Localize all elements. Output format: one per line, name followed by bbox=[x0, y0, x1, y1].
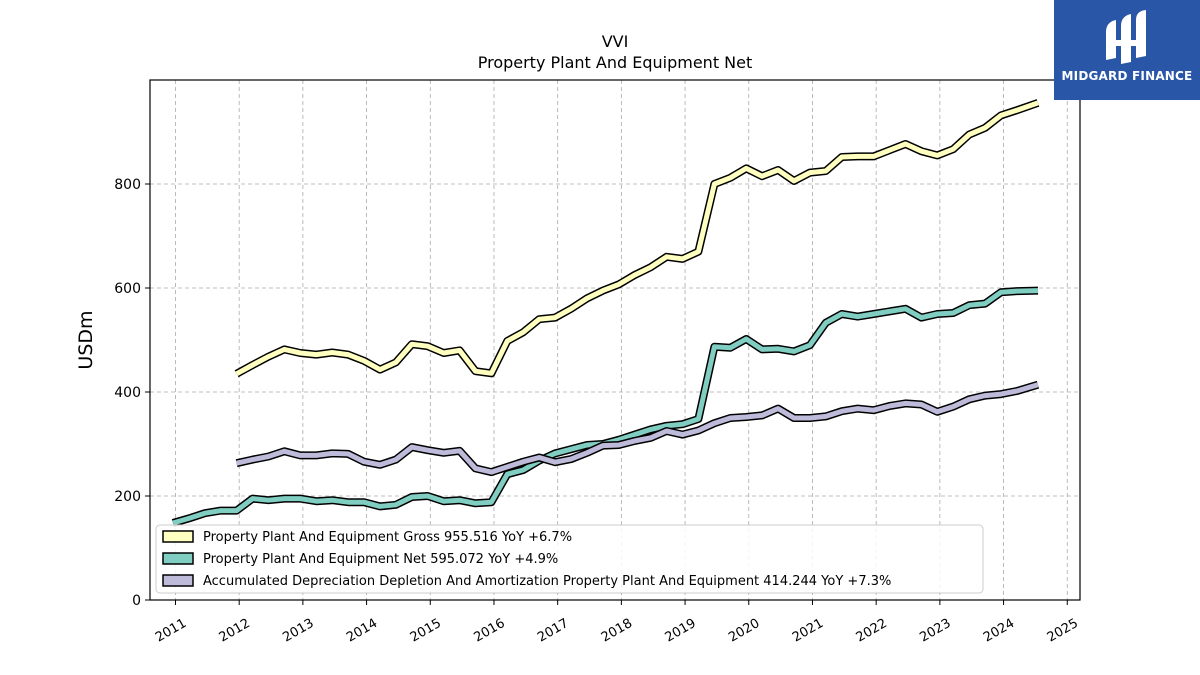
x-tick-label: 2023 bbox=[917, 616, 953, 646]
x-tick-label: 2012 bbox=[217, 616, 253, 646]
series-line bbox=[235, 100, 1039, 376]
series-gross bbox=[234, 99, 1040, 378]
legend: Property Plant And Equipment Gross 955.5… bbox=[155, 524, 984, 594]
legend-swatch-depreciation bbox=[162, 574, 194, 587]
x-tick-label: 2018 bbox=[599, 616, 635, 646]
logo-icon bbox=[1106, 10, 1146, 64]
x-tick-label: 2011 bbox=[153, 616, 189, 646]
legend-swatch-net bbox=[162, 552, 194, 565]
legend-swatch-gross bbox=[162, 530, 194, 543]
x-tick-label: 2013 bbox=[280, 616, 316, 646]
y-tick-label: 800 bbox=[114, 177, 141, 193]
logo: MIDGARD FINANCE bbox=[1054, 0, 1200, 100]
legend-label-depreciation: Accumulated Depreciation Depletion And A… bbox=[203, 574, 891, 589]
chart-subtitle: Property Plant And Equipment Net bbox=[478, 53, 753, 72]
legend-label-net: Property Plant And Equipment Net 595.072… bbox=[203, 552, 558, 567]
x-tick-label: 2025 bbox=[1045, 616, 1081, 646]
x-tick-label: 2024 bbox=[981, 616, 1017, 646]
x-tick-label: 2016 bbox=[471, 616, 507, 646]
plot-frame bbox=[149, 79, 1081, 601]
y-axis-label: USDm bbox=[75, 310, 97, 369]
logo-text: MIDGARD FINANCE bbox=[1061, 69, 1193, 83]
series-layer bbox=[171, 99, 1040, 527]
x-tick-label: 2015 bbox=[408, 616, 444, 646]
x-tick-label: 2022 bbox=[854, 616, 890, 646]
y-tick-label: 200 bbox=[114, 489, 141, 505]
chart-title: VVI bbox=[602, 32, 629, 51]
x-tick-label: 2019 bbox=[663, 616, 699, 646]
legend-item-net: Property Plant And Equipment Net 595.072… bbox=[162, 552, 558, 567]
x-tick-label: 2020 bbox=[726, 616, 762, 646]
y-tick-label: 400 bbox=[114, 385, 141, 401]
x-tick-label: 2014 bbox=[344, 616, 380, 646]
legend-label-gross: Property Plant And Equipment Gross 955.5… bbox=[203, 530, 572, 545]
x-tick-label: 2017 bbox=[535, 616, 571, 646]
legend-item-depreciation: Accumulated Depreciation Depletion And A… bbox=[162, 574, 891, 589]
x-tick-label: 2021 bbox=[790, 616, 826, 646]
y-tick-label: 0 bbox=[132, 593, 141, 609]
y-tick-label: 600 bbox=[114, 281, 141, 297]
series-line bbox=[236, 382, 1039, 475]
legend-box bbox=[155, 524, 984, 594]
legend-item-gross: Property Plant And Equipment Gross 955.5… bbox=[162, 530, 572, 545]
series-depreciation bbox=[235, 380, 1040, 477]
series-line-outline bbox=[234, 99, 1040, 378]
